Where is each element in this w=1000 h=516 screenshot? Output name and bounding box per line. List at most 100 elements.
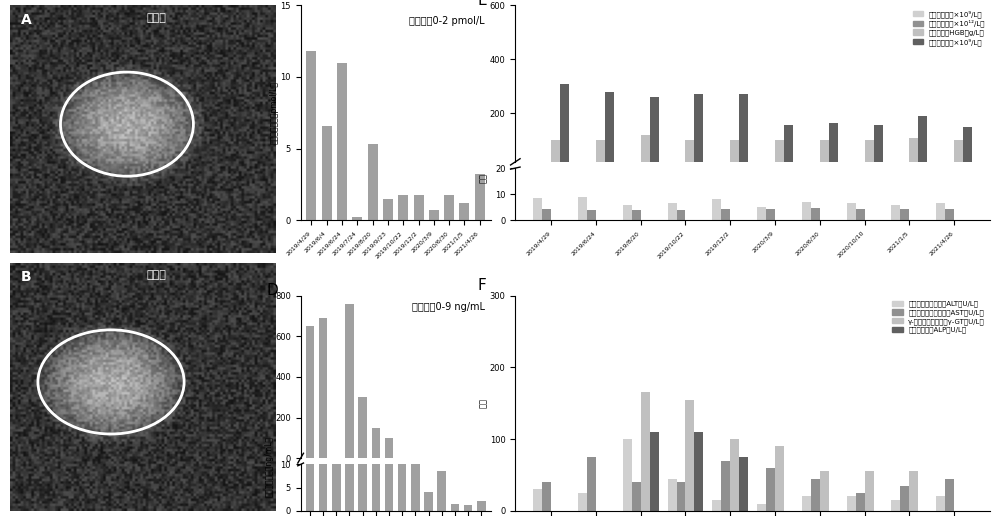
Bar — [712, 165, 721, 167]
Text: A: A — [21, 12, 31, 27]
Bar — [865, 472, 874, 511]
Bar — [900, 166, 909, 167]
Bar — [829, 123, 838, 167]
Bar — [424, 492, 433, 511]
Text: F: F — [477, 279, 486, 294]
Bar — [739, 457, 748, 511]
Bar — [712, 200, 721, 220]
Bar — [533, 165, 542, 167]
Bar — [865, 140, 874, 167]
Bar — [721, 166, 730, 167]
Bar — [632, 211, 641, 220]
Bar — [596, 140, 605, 167]
Bar — [677, 482, 685, 511]
Bar — [641, 393, 650, 511]
Bar — [847, 496, 856, 511]
Bar — [668, 203, 677, 220]
Text: C: C — [266, 0, 277, 3]
Bar — [963, 127, 972, 167]
Y-axis label: 甲胎蛋白含量（ng/mL）: 甲胎蛋白含量（ng/mL） — [265, 436, 274, 497]
Bar — [820, 472, 829, 511]
Bar — [587, 457, 596, 511]
Bar — [368, 144, 378, 220]
Bar — [721, 461, 730, 511]
Y-axis label: 血清腺苷激酶（pmol/L）: 血清腺苷激酶（pmol/L） — [270, 81, 279, 144]
Bar — [319, 318, 327, 458]
Bar — [802, 165, 811, 167]
Bar — [623, 166, 632, 167]
Bar — [398, 464, 406, 511]
Bar — [605, 92, 614, 167]
Bar — [551, 140, 560, 167]
Bar — [909, 472, 918, 511]
Bar — [475, 174, 485, 220]
Legend: 丙氨酸氨基转换酶（ALT，U/L）, 门冬氨酸氨基转换酶（AST，U/L）, γ-谷氨酸基转移酶（γ-GT，U/L）, 碱性磷酸酶（ALP，U/L）: 丙氨酸氨基转换酶（ALT，U/L）, 门冬氨酸氨基转换酶（AST，U/L）, γ… — [891, 299, 987, 335]
Bar — [891, 205, 900, 220]
Bar — [587, 210, 596, 220]
Text: 治疗前: 治疗前 — [146, 12, 166, 23]
Bar — [677, 166, 685, 167]
Bar — [437, 472, 446, 511]
Bar — [811, 208, 820, 220]
Bar — [945, 166, 954, 167]
Bar — [444, 195, 454, 220]
Bar — [429, 211, 439, 220]
Bar — [784, 125, 793, 167]
Bar — [345, 463, 354, 511]
Bar — [398, 195, 408, 220]
Bar — [451, 504, 459, 511]
Y-axis label: 浓度: 浓度 — [479, 172, 488, 183]
Bar — [650, 432, 659, 511]
Bar — [820, 140, 829, 167]
Bar — [802, 496, 811, 511]
Bar — [730, 140, 739, 167]
Bar — [668, 478, 677, 511]
Bar — [587, 166, 596, 167]
Bar — [757, 166, 766, 167]
Bar — [730, 439, 739, 511]
Bar — [954, 140, 963, 167]
Bar — [352, 217, 362, 220]
Bar — [757, 207, 766, 220]
Bar — [358, 464, 367, 511]
Bar — [414, 195, 424, 220]
Bar — [945, 208, 954, 220]
Text: B: B — [21, 270, 31, 284]
Bar — [542, 482, 551, 511]
Text: 治疗后: 治疗后 — [146, 270, 166, 280]
Bar — [847, 166, 856, 167]
Bar — [385, 438, 393, 458]
Bar — [847, 203, 856, 220]
Bar — [712, 500, 721, 511]
Bar — [766, 208, 775, 220]
Bar — [739, 94, 748, 167]
Bar — [641, 135, 650, 167]
Bar — [459, 203, 469, 220]
Bar — [891, 166, 900, 167]
Bar — [623, 439, 632, 511]
Bar — [337, 62, 347, 220]
Bar — [936, 166, 945, 167]
Bar — [332, 463, 341, 511]
Bar — [632, 166, 641, 167]
Bar — [372, 428, 380, 458]
Bar — [945, 478, 954, 511]
Bar — [685, 400, 694, 511]
Bar — [811, 166, 820, 167]
Text: D: D — [266, 283, 278, 298]
Bar — [383, 199, 393, 220]
Bar — [560, 84, 569, 167]
Bar — [757, 504, 766, 511]
Bar — [685, 140, 694, 167]
Bar — [694, 94, 703, 167]
Bar — [909, 138, 918, 167]
Bar — [900, 486, 909, 511]
Bar — [856, 493, 865, 511]
Bar — [319, 463, 327, 511]
Bar — [856, 166, 865, 167]
Bar — [578, 493, 587, 511]
Bar — [623, 205, 632, 220]
Bar — [900, 209, 909, 220]
Bar — [306, 326, 314, 458]
Bar — [694, 432, 703, 511]
